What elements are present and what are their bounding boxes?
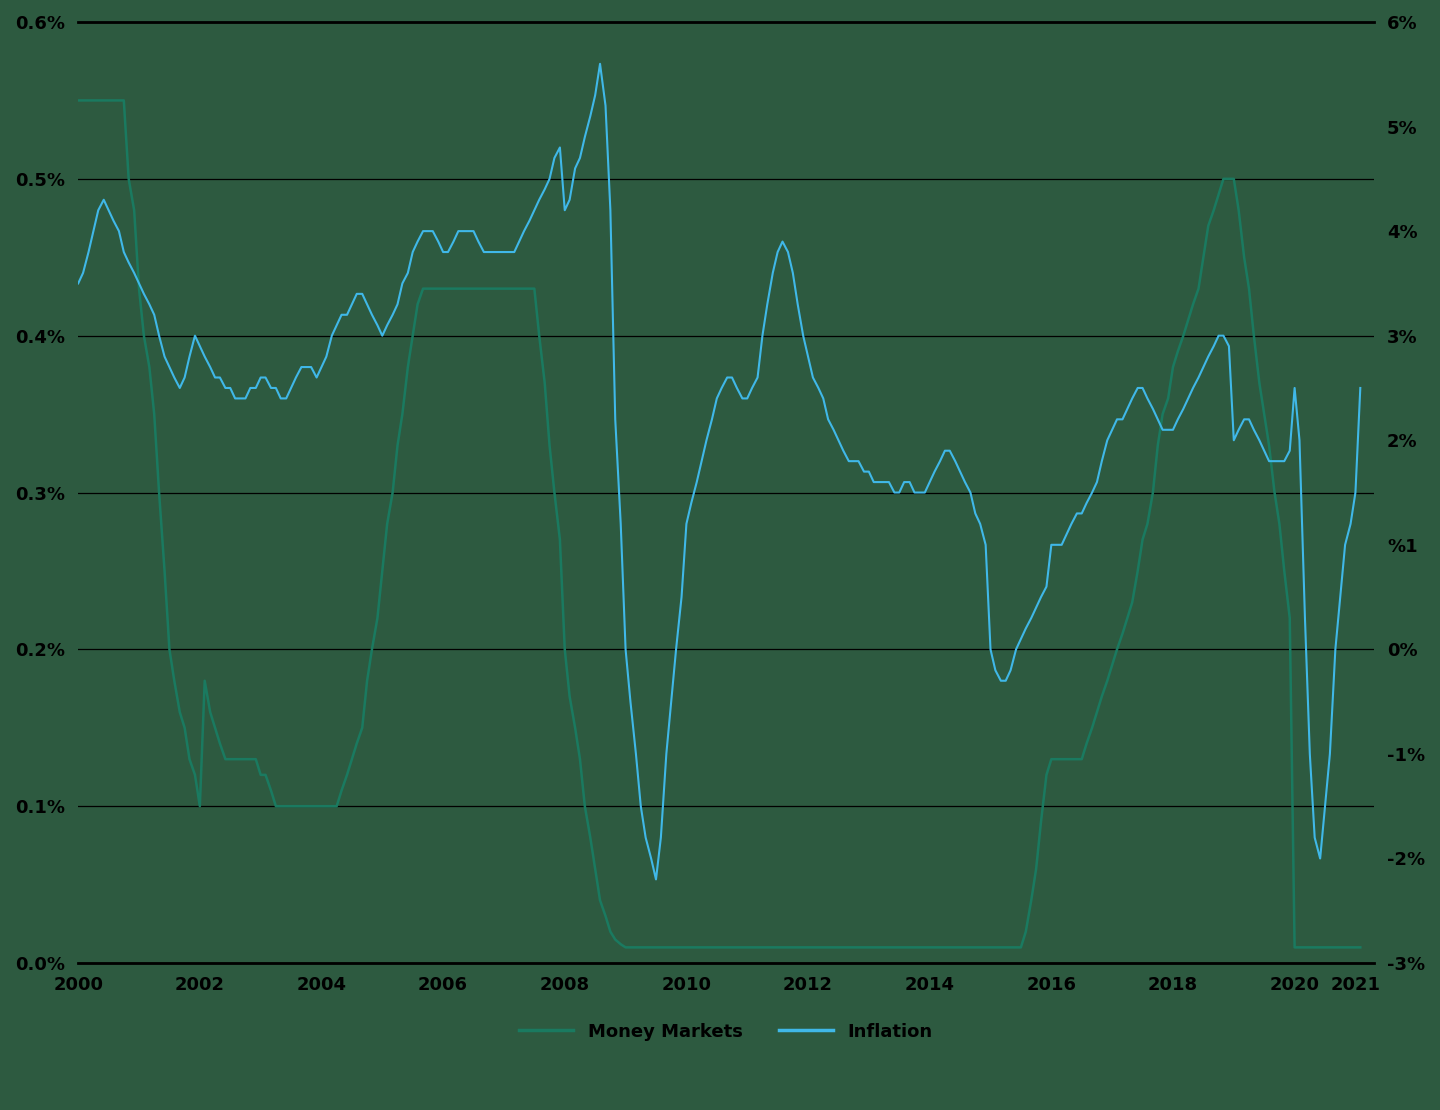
Money Markets <box>936 940 953 953</box>
Inflation <box>942 444 959 457</box>
Inflation <box>399 266 416 280</box>
Legend: Money Markets, Inflation: Money Markets, Inflation <box>513 1016 940 1048</box>
Money Markets <box>729 940 746 953</box>
Inflation <box>606 413 624 426</box>
Money Markets <box>69 93 86 107</box>
Money Markets <box>616 940 634 953</box>
Money Markets <box>1352 940 1369 953</box>
Inflation <box>648 872 665 886</box>
Money Markets <box>602 925 619 938</box>
Inflation <box>1352 382 1369 395</box>
Line: Inflation: Inflation <box>78 63 1361 879</box>
Money Markets <box>516 282 533 295</box>
Inflation <box>69 276 86 290</box>
Inflation <box>516 224 533 238</box>
Inflation <box>734 392 752 405</box>
Money Markets <box>399 361 416 374</box>
Inflation <box>592 57 609 70</box>
Inflation <box>556 203 573 216</box>
Line: Money Markets: Money Markets <box>78 100 1361 947</box>
Money Markets <box>556 643 573 656</box>
